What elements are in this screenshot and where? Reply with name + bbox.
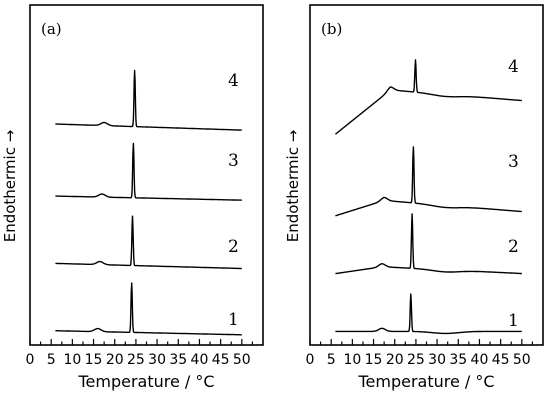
y-axis-label-b: Endothermic →: [284, 130, 302, 243]
dsc-trace-4: [334, 59, 523, 135]
panel-b: (b) 0 5 10 15 20 25 30 35 40 45 50 Temperature / °C 1…: [306, 4, 544, 391]
x-tick-label: 30: [428, 352, 446, 368]
curve-label-1: 1: [508, 311, 519, 331]
x-tick-label: 15: [365, 352, 383, 368]
panel-label: (b): [321, 20, 342, 38]
dsc-trace-3: [335, 146, 523, 217]
curve-label-3: 3: [228, 151, 239, 171]
plot-frame: [29, 4, 264, 346]
curve-label-4: 4: [228, 71, 239, 91]
x-tick-label: 35: [449, 352, 467, 368]
plot-frame: [309, 4, 544, 346]
dsc-trace-1: [55, 282, 243, 336]
dsc-trace-2: [55, 215, 243, 270]
panel-a: (a) 0 5 10 15 20 25 30 35 40 45 50 Temperature / °C 1…: [26, 4, 264, 391]
x-tick-label: 20: [386, 352, 404, 368]
x-tick-label: 10: [343, 352, 361, 368]
x-tick-label: 40: [471, 352, 489, 368]
x-tick-label: 0: [306, 352, 315, 368]
x-tick-label: 35: [169, 352, 187, 368]
x-tick-label: 40: [191, 352, 209, 368]
curve-label-2: 2: [228, 237, 239, 257]
x-tick-label: 25: [127, 352, 145, 368]
x-tick-label: 20: [106, 352, 124, 368]
x-tick-label: 45: [492, 352, 510, 368]
y-axis-label-a: Endothermic →: [1, 130, 19, 243]
curve-label-1: 1: [228, 310, 239, 330]
dsc-trace-4: [55, 69, 243, 131]
curve-label-2: 2: [508, 237, 519, 257]
x-tick-label: 5: [327, 352, 336, 368]
x-axis-label: Temperature / °C: [77, 372, 214, 391]
dsc-trace-3: [55, 142, 243, 201]
x-tick-label: 25: [407, 352, 425, 368]
x-tick-label: 50: [233, 352, 251, 368]
x-tick-label: 10: [63, 352, 81, 368]
x-axis-label: Temperature / °C: [357, 372, 494, 391]
x-tick-label: 15: [85, 352, 103, 368]
panel-label: (a): [41, 20, 62, 38]
curve-label-4: 4: [508, 57, 519, 77]
x-tick-label: 5: [47, 352, 56, 368]
x-tick-label: 45: [212, 352, 230, 368]
dsc-trace-2: [335, 213, 523, 275]
dsc-trace-1: [335, 293, 523, 335]
curve-label-3: 3: [508, 152, 519, 172]
x-tick-label: 50: [513, 352, 531, 368]
x-tick-label: 30: [148, 352, 166, 368]
x-tick-label: 0: [26, 352, 35, 368]
